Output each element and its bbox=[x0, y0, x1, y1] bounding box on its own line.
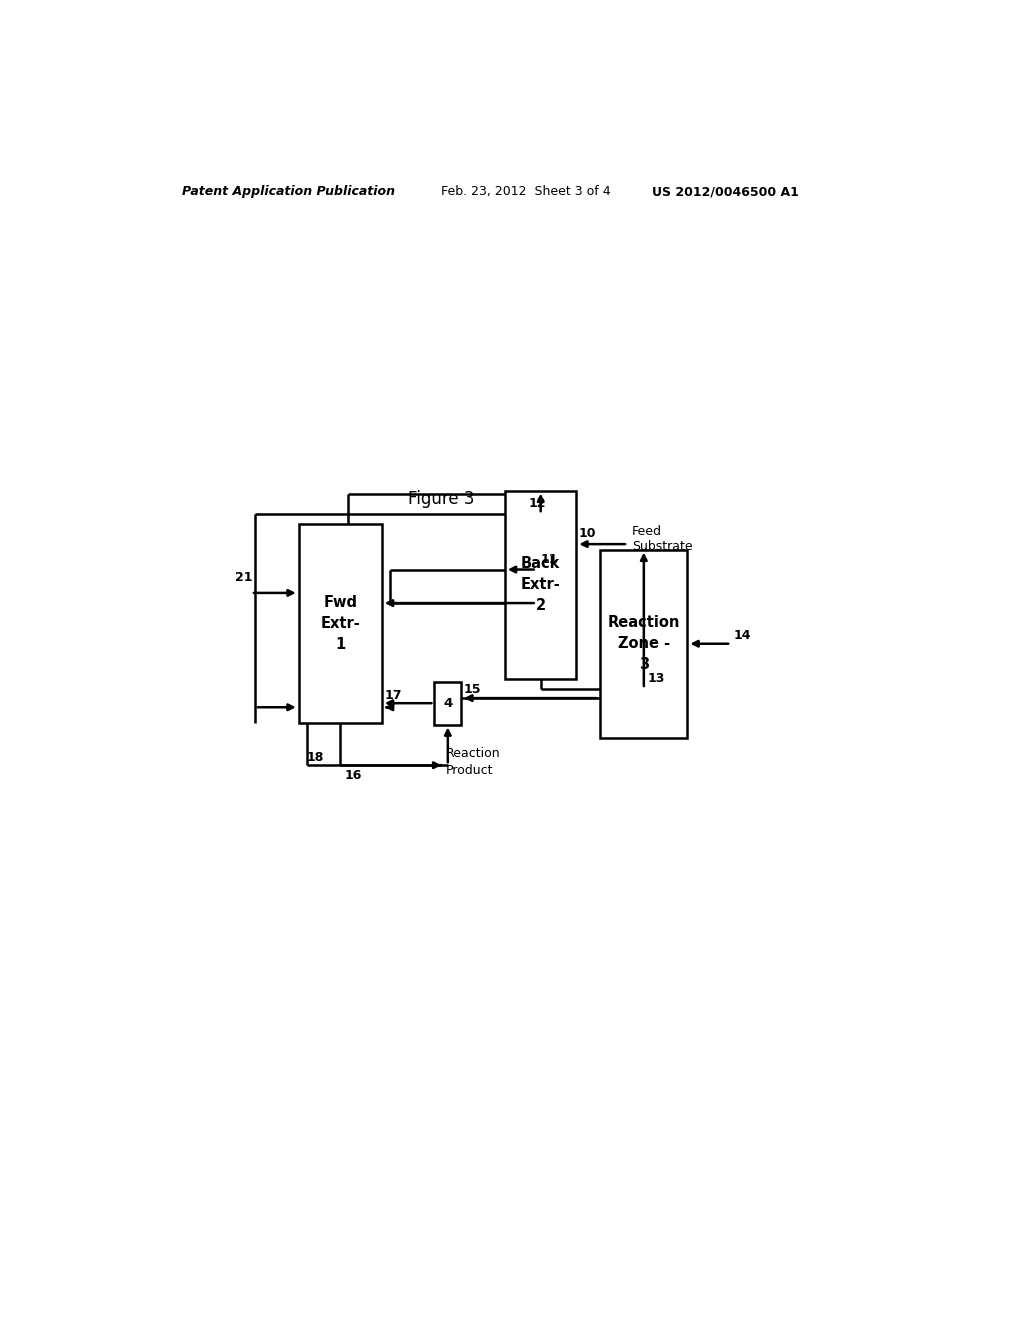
Text: 21: 21 bbox=[236, 572, 253, 585]
Text: Feed: Feed bbox=[632, 525, 662, 539]
Text: US 2012/0046500 A1: US 2012/0046500 A1 bbox=[652, 185, 799, 198]
Text: Fwd
Extr-
1: Fwd Extr- 1 bbox=[321, 595, 360, 652]
Text: Reaction
Product: Reaction Product bbox=[445, 747, 500, 777]
Text: Reaction
Zone -
3: Reaction Zone - 3 bbox=[607, 615, 680, 672]
Text: 16: 16 bbox=[344, 768, 361, 781]
Text: Figure 3: Figure 3 bbox=[409, 490, 475, 508]
Text: 17: 17 bbox=[384, 689, 401, 701]
Text: 12: 12 bbox=[528, 498, 546, 511]
Text: Back
Extr-
2: Back Extr- 2 bbox=[521, 556, 560, 614]
Bar bbox=[299, 524, 382, 722]
Text: Patent Application Publication: Patent Application Publication bbox=[182, 185, 395, 198]
Text: Substrate: Substrate bbox=[632, 540, 692, 553]
Text: 14: 14 bbox=[733, 630, 751, 642]
Bar bbox=[600, 549, 687, 738]
Text: 18: 18 bbox=[306, 751, 324, 763]
Bar bbox=[434, 682, 462, 725]
Text: 11: 11 bbox=[541, 553, 558, 566]
Text: 4: 4 bbox=[443, 697, 453, 710]
Text: 10: 10 bbox=[579, 528, 596, 540]
Bar bbox=[505, 491, 577, 678]
Text: 15: 15 bbox=[464, 684, 481, 697]
Text: Feb. 23, 2012  Sheet 3 of 4: Feb. 23, 2012 Sheet 3 of 4 bbox=[441, 185, 611, 198]
Text: 13: 13 bbox=[648, 672, 666, 685]
